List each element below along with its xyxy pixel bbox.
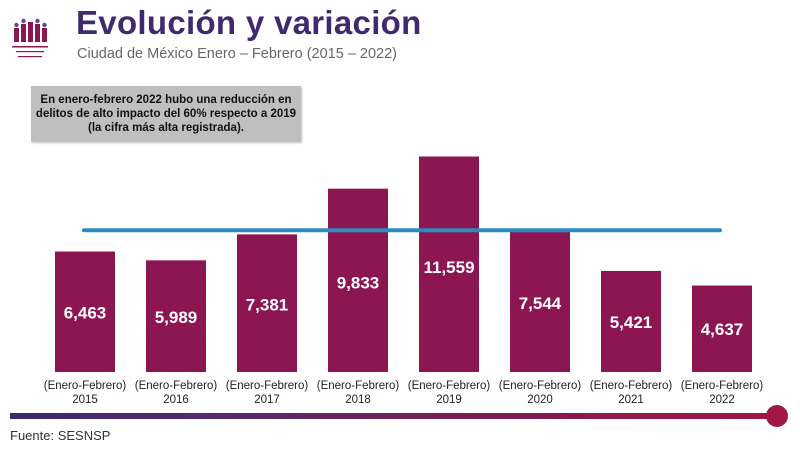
page-subtitle: Ciudad de México Enero – Febrero (2015 –… [77,46,397,62]
footer-divider-dot [766,405,788,427]
bar-2 [237,234,297,372]
callout-text-part2: febrero [93,94,134,106]
bar-3 [328,188,388,372]
x-tick-label-7-line-0: (Enero-Febrero) [681,380,764,392]
x-tick-label-2-line-1: 2017 [254,394,280,406]
x-tick-label-6-line-0: (Enero-Febrero) [590,380,673,392]
callout-box: En enero-febrero 2022 hubo una reducción… [31,86,301,142]
x-tick-label-4-line-1: 2019 [436,394,462,406]
bar-value-label-5: 7,544 [519,294,562,313]
x-tick-label-5-line-0: (Enero-Febrero) [499,380,582,392]
x-tick-label-2-line-0: (Enero-Febrero) [226,380,309,392]
bar-6 [601,270,661,372]
x-tick-label-1-line-0: (Enero-Febrero) [135,380,218,392]
bar-1 [146,260,206,372]
bar-5 [510,231,570,372]
x-tick-label-0-line-0: (Enero-Febrero) [44,380,127,392]
x-tick-label-1-line-1: 2016 [163,394,189,406]
footer-divider [10,413,768,419]
bar-value-label-1: 5,989 [155,308,198,327]
x-tick-label-3-line-1: 2018 [345,394,371,406]
source-note: Fuente: SESNSP [10,428,111,443]
x-tick-label-0-line-1: 2015 [72,394,98,406]
bar-7 [692,285,752,372]
bar-value-label-3: 9,833 [337,273,380,292]
page-title: Evolución y variación [76,4,422,41]
bar-4 [419,156,479,372]
callout-text-part3: 2022 hubo una reducción en delitos de al… [35,94,297,134]
x-tick-label-3-line-0: (Enero-Febrero) [317,380,400,392]
x-tick-label-4-line-0: (Enero-Febrero) [408,380,491,392]
bar-value-label-6: 5,421 [610,313,653,332]
bar-value-label-7: 4,637 [701,320,744,339]
bar-value-label-2: 7,381 [246,295,289,314]
x-tick-label-7-line-1: 2022 [709,394,735,406]
bar-value-label-4: 11,559 [423,258,474,277]
callout-text-part1: En enero- [40,94,94,106]
bar-value-label-0: 6,463 [64,304,107,323]
x-tick-label-5-line-1: 2020 [527,394,553,406]
cdmx-logo [12,18,48,58]
callout-text: En enero-febrero 2022 hubo una reducción… [31,93,301,135]
x-tick-label-6-line-1: 2021 [618,394,644,406]
bar-0 [55,251,115,372]
